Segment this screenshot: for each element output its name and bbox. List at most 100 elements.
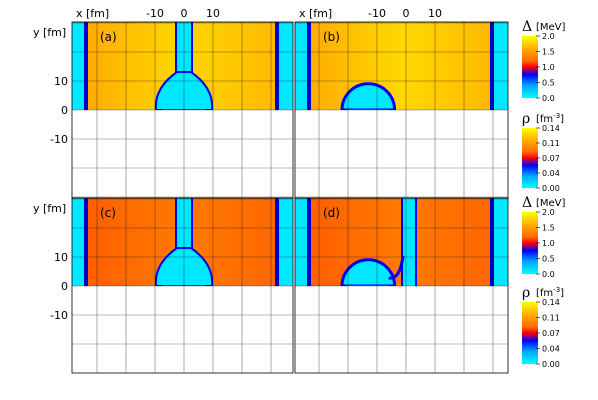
colorbar-tick-label: 0.14 xyxy=(542,124,560,133)
y-tick-label: 10 xyxy=(54,251,68,264)
edge-strip-right xyxy=(279,22,293,110)
neck-edge-left xyxy=(175,198,177,256)
colorbars-layer: Δ [MeV]2.01.51.00.50.0ρ [fm-3]0.140.110.07… xyxy=(522,19,566,369)
edge-line-right xyxy=(275,198,279,286)
edge-strip-right xyxy=(494,22,508,110)
y-tick-label: -10 xyxy=(50,309,68,322)
neck-edge-left xyxy=(175,22,177,80)
panel-c: (c) xyxy=(71,197,294,374)
colorbar-tick-label: 1.0 xyxy=(542,239,555,248)
colorbar-tick-label: 0.04 xyxy=(542,169,560,178)
edge-strip-right xyxy=(494,198,508,286)
colorbar-gap: Δ [MeV]2.0 1.5 1.0 0.5 0.0 xyxy=(522,195,566,279)
edge-line-left xyxy=(307,22,311,110)
y-axis-label: y [fm] xyxy=(33,202,66,215)
edge-strip-left xyxy=(72,22,84,110)
colorbar-gap: Δ [MeV]2.0 1.5 1.0 0.5 0.0 xyxy=(522,19,566,103)
gap-region xyxy=(295,22,508,110)
colorbar-tick-label: 0.00 xyxy=(542,184,560,193)
density-edge-left xyxy=(72,286,86,373)
nucleus-density xyxy=(347,285,390,286)
x-tick-label: 0 xyxy=(181,7,188,20)
panel-label: (a) xyxy=(100,30,117,44)
edge-strip-left xyxy=(295,22,307,110)
density-edge-left xyxy=(295,286,309,373)
panels-layer: (a) (b) (c) (d) xyxy=(71,21,509,374)
colorbar-tick-label: 0.00 xyxy=(542,360,560,369)
x-tick-label: -10 xyxy=(146,7,164,20)
y-axis-label: y [fm] xyxy=(33,26,66,39)
colorbar-tick-label: 0.11 xyxy=(542,139,560,148)
nucleus-density xyxy=(347,109,390,110)
vortex-hook xyxy=(388,255,405,280)
panel-clip xyxy=(72,198,293,373)
colorbar-tick-label: 2.0 xyxy=(542,32,555,41)
neck-edge-right xyxy=(191,198,193,256)
neck-edge-left xyxy=(401,198,403,286)
panel-clip xyxy=(295,198,508,373)
density-edge-right xyxy=(496,110,508,198)
y-tick-label: -10 xyxy=(50,133,68,146)
colorbar-symbol: Δ xyxy=(522,19,532,35)
density-edge-left xyxy=(295,110,309,198)
panel-b: (b) xyxy=(294,21,509,199)
x-axis-label: x [fm] xyxy=(76,7,109,20)
density-region xyxy=(72,286,293,373)
density-edge-right xyxy=(281,110,293,198)
edge-strip-left xyxy=(295,198,307,286)
panel-d: (d) xyxy=(294,197,509,374)
colorbar-unit-exp: -3 xyxy=(553,112,560,120)
panel-clip xyxy=(295,22,508,198)
x-tick-label: 10 xyxy=(206,7,220,20)
axes-layer: x [fm] -10 0 10 x [fm] -10 0 10 y [fm] 10 0 -10 y [f… xyxy=(33,7,442,322)
panel-frame xyxy=(71,197,294,374)
vortex-dome xyxy=(340,82,397,110)
colorbar-tick-label: 1.5 xyxy=(542,224,555,233)
colorbar-tick-label: 0.5 xyxy=(542,79,555,88)
y-tick-label: 10 xyxy=(54,75,68,88)
y-tick-label: 0 xyxy=(61,104,68,117)
colorbar-gradient xyxy=(522,302,538,364)
colorbar-tick-label: 0.04 xyxy=(542,345,560,354)
colorbar-unit: [MeV] xyxy=(536,22,566,33)
colorbar-unit-close: ] xyxy=(560,114,564,125)
colorbar-tick-label: 0.5 xyxy=(542,255,555,264)
edge-strip-left xyxy=(72,198,84,286)
x-tick-label: 10 xyxy=(428,7,442,20)
density-region xyxy=(72,110,293,198)
edge-line-right xyxy=(490,22,494,110)
colorbar-tick-label: 0.14 xyxy=(542,298,560,307)
edge-line-right xyxy=(275,22,279,110)
panel-label: (c) xyxy=(100,206,116,220)
y-tick-label: 0 xyxy=(61,280,68,293)
panel-a: (a) xyxy=(71,21,294,199)
edge-line-left xyxy=(84,198,88,286)
colorbar-symbol: ρ xyxy=(522,111,530,127)
edge-strip-right xyxy=(279,198,293,286)
colorbar-tick-label: 0.0 xyxy=(542,270,555,279)
colorbar-tick-label: 0.11 xyxy=(542,314,560,323)
colorbar-unit-exp: -3 xyxy=(553,286,560,294)
panel-label: (b) xyxy=(323,30,340,44)
panel-label: (d) xyxy=(323,206,340,220)
x-tick-label: -10 xyxy=(368,7,386,20)
panel-frame xyxy=(294,197,509,374)
neck-edge-right xyxy=(191,22,193,80)
colorbar-gradient xyxy=(522,212,538,274)
x-tick-label: 0 xyxy=(403,7,410,20)
colorbar-symbol: ρ xyxy=(522,285,530,301)
density-edge-right xyxy=(281,286,293,373)
colorbar-unit-close: ] xyxy=(560,288,564,299)
colorbar-symbol: Δ xyxy=(522,195,532,211)
colorbar-tick-label: 2.0 xyxy=(542,208,555,217)
colorbar-tick-label: 0.0 xyxy=(542,94,555,103)
colorbar-tick-label: 1.0 xyxy=(542,63,555,72)
density-region xyxy=(295,286,508,373)
density-edge-left xyxy=(72,110,86,198)
colorbar-density: ρ [fm-3]0.140.110.070.040.00 xyxy=(522,285,564,369)
edge-line-left xyxy=(84,22,88,110)
density-region xyxy=(295,110,508,198)
density-edge-right xyxy=(496,286,508,373)
edge-line-left xyxy=(307,198,311,286)
